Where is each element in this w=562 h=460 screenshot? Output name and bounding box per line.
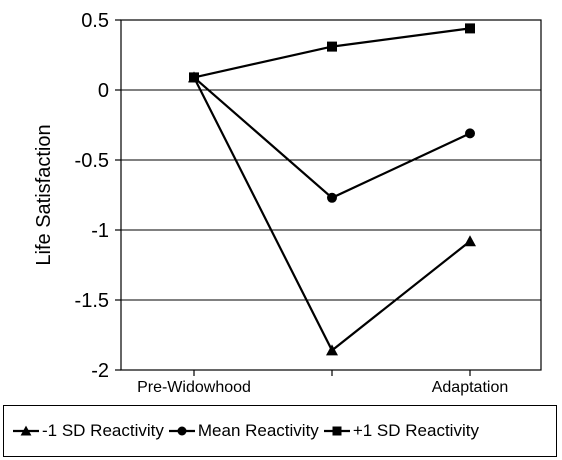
series-line (193, 27, 471, 79)
series-circle (189, 72, 475, 203)
x-axis-ticks: Pre-Widowhood Adaptation (137, 370, 508, 396)
legend-swatch (323, 426, 350, 436)
triangle-marker (326, 344, 338, 356)
y-tick-label: -1 (91, 220, 109, 242)
legend-label: -1 SD Reactivity (42, 421, 164, 440)
y-tick-label: -2 (91, 360, 109, 382)
series-triangle (188, 71, 476, 356)
legend-item: -1 SD Reactivity (12, 421, 164, 441)
y-axis-label: Life Satisfaction (33, 124, 55, 265)
legend-swatch (13, 425, 39, 436)
series-square (189, 23, 475, 83)
legend: -1 SD Reactivity Mean Reactivity +1 SD Rea… (3, 405, 557, 457)
square-marker (465, 23, 475, 34)
square-marker (189, 72, 199, 83)
series-line (193, 76, 471, 353)
legend-item: +1 SD Reactivity (323, 421, 479, 441)
y-tick-label: 0 (98, 80, 109, 102)
series-line (193, 76, 471, 200)
series-group (188, 23, 476, 356)
legend-swatch (168, 426, 195, 436)
square-marker (332, 426, 342, 436)
y-tick-label: -1.5 (75, 290, 109, 312)
plot-area-frame (120, 19, 542, 371)
square-marker (327, 41, 337, 52)
legend-label: Mean Reactivity (197, 421, 319, 440)
legend-item: Mean Reactivity (168, 421, 319, 441)
circle-marker (177, 426, 187, 436)
triangle-marker (464, 235, 476, 247)
y-tick-label: 0.5 (81, 10, 109, 32)
x-tick-label: Pre-Widowhood (137, 379, 251, 396)
line-chart: 0.5 0 -0.5 -1 -1.5 -2 Pre-Widowhood Adaptation… (33, 10, 542, 396)
legend-label: +1 SD Reactivity (352, 421, 479, 440)
gridlines (121, 89, 541, 301)
triangle-marker (20, 425, 32, 436)
y-axis-ticks: 0.5 0 -0.5 -1 -1.5 -2 (75, 10, 121, 382)
circle-marker (327, 192, 337, 203)
x-tick-label: Adaptation (432, 379, 509, 396)
circle-marker (465, 128, 475, 139)
y-tick-label: -0.5 (75, 150, 109, 172)
